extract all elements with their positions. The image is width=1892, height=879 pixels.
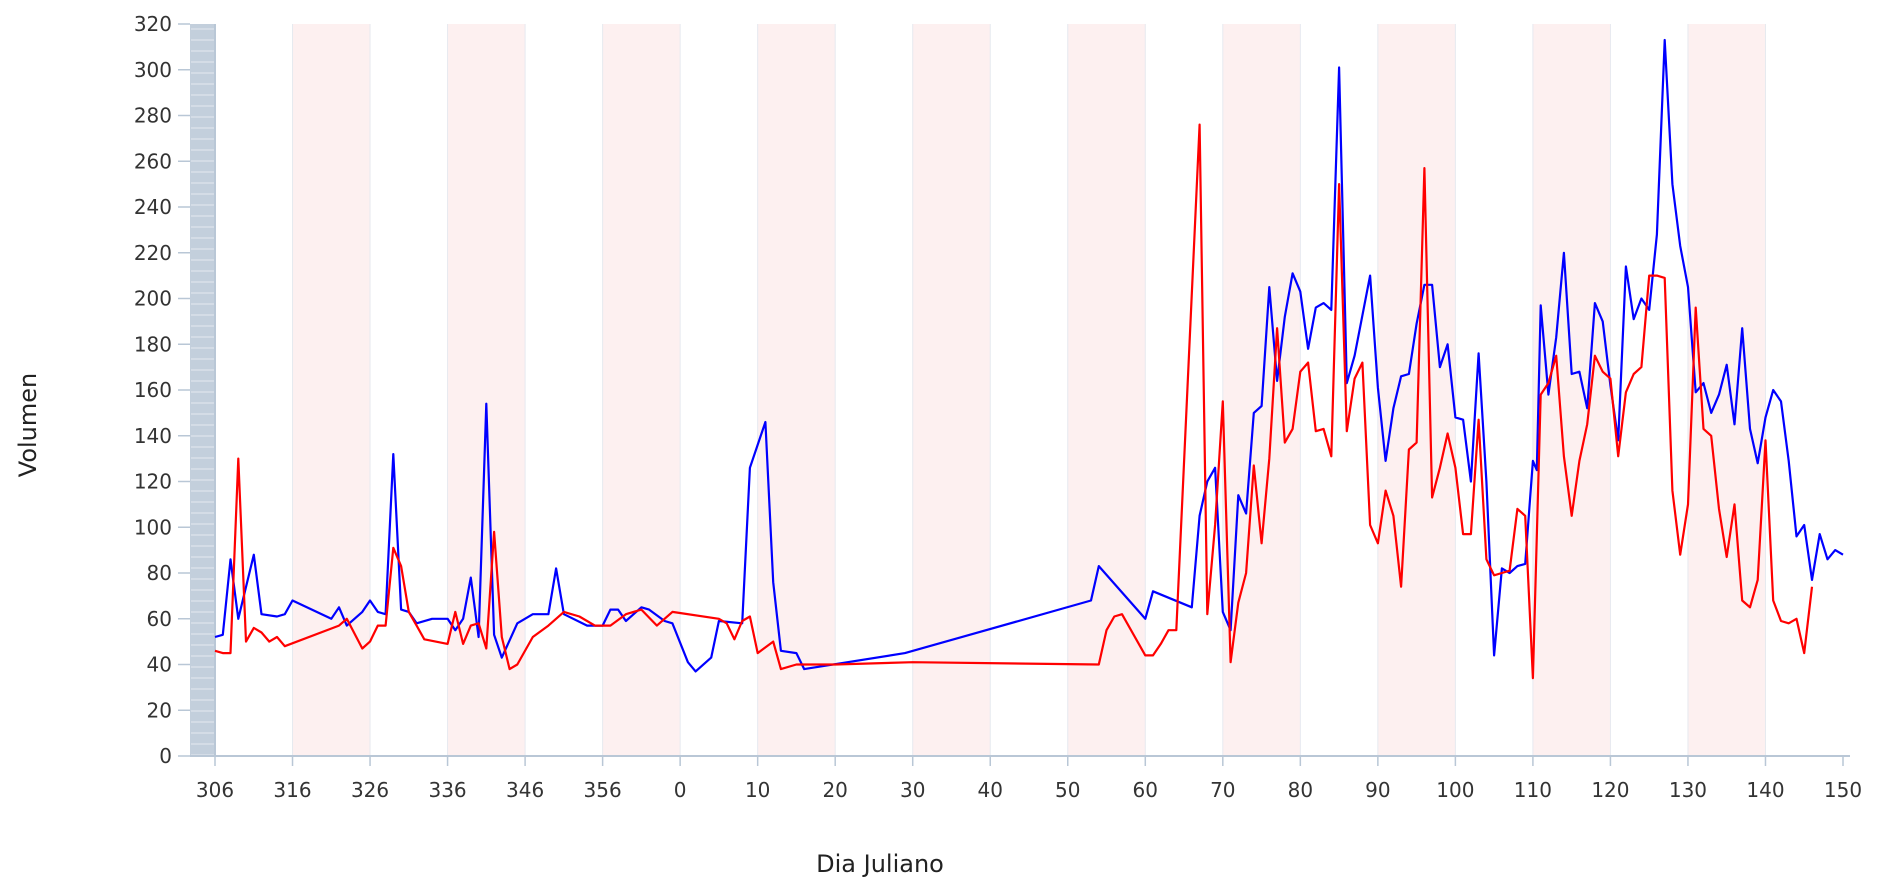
y-tick-label: 40 [147,653,172,677]
y-axis-strip [190,24,215,756]
plot-band [292,24,371,756]
y-tick-label: 180 [134,332,172,356]
x-tick-label: 150 [1824,778,1862,802]
x-tick-label: 80 [1288,778,1313,802]
y-axis-title: Volumen [14,373,42,477]
x-tick-label: 120 [1591,778,1629,802]
y-tick-label: 220 [134,241,172,265]
x-tick-label: 40 [978,778,1003,802]
y-tick-label: 200 [134,287,172,311]
y-tick-label: 60 [147,607,172,631]
x-axis: 306 316 326 336 346 356 0 10 20 30 40 50 60 70 80 90 100… [190,755,1862,802]
x-tick-label: 70 [1210,778,1235,802]
plot-band [1532,24,1611,756]
series-line-red [214,123,1814,680]
x-axis-title: Dia Juliano [816,850,944,878]
plot-band [1687,24,1766,756]
plot-band [1067,24,1146,756]
y-tick-label: 120 [134,470,172,494]
x-tick-label: 326 [351,778,389,802]
x-tick-label: 100 [1436,778,1474,802]
y-tick-label: 0 [159,744,172,768]
x-tick-label: 356 [584,778,622,802]
x-tick-label: 90 [1365,778,1390,802]
x-tick-label: 346 [506,778,544,802]
x-tick-label: 20 [822,778,847,802]
y-tick-label: 300 [134,58,172,82]
x-tick-label: 316 [273,778,311,802]
x-tick-label: 10 [745,778,770,802]
y-tick-label: 280 [134,104,172,128]
y-tick-label: 80 [147,561,172,585]
plot-band [602,24,681,756]
x-tick-label: 50 [1055,778,1080,802]
plot-band [912,24,991,756]
x-tick-label: 336 [428,778,466,802]
y-tick-label: 160 [134,378,172,402]
x-tick-label: 110 [1514,778,1552,802]
y-tick-label: 140 [134,424,172,448]
y-tick-label: 20 [147,698,172,722]
x-tick-label: 130 [1669,778,1707,802]
x-tick-label: 30 [900,778,925,802]
x-tick-label: 60 [1133,778,1158,802]
y-axis: 0 20 40 60 80 100 120 140 160 180 200 220 240 260 280 3… [134,12,216,768]
x-tick-label: 0 [674,778,687,802]
plot-band [757,24,836,756]
y-tick-label: 100 [134,515,172,539]
y-tick-label: 260 [134,149,172,173]
y-tick-label: 320 [134,12,172,36]
series-lines [214,38,1844,680]
series-line-blue [214,38,1844,673]
x-tick-label: 140 [1746,778,1784,802]
y-tick-label: 240 [134,195,172,219]
plot-bands [214,24,1766,756]
x-tick-label: 306 [196,778,234,802]
plot-band [1377,24,1456,756]
